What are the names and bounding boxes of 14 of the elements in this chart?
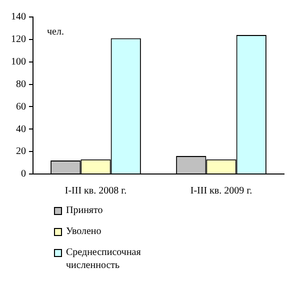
annotation: чел. — [47, 26, 64, 38]
y-tick-label: 100 — [11, 56, 26, 68]
y-tick-label: 80 — [16, 78, 26, 90]
y-tick-label: 120 — [11, 34, 26, 46]
y-tick-label: 20 — [16, 146, 26, 158]
x-tick-label: I-III кв. 2009 г. — [190, 186, 252, 197]
y-tick-label: 40 — [16, 124, 26, 135]
y-tick-label: 140 — [11, 12, 26, 23]
y-tick-label: 0 — [21, 168, 26, 180]
x-tick-label: I-III кв. 2008 г. — [64, 186, 127, 197]
legend-label: Принято — [66, 204, 104, 217]
legend-label: Среднесписочная численность — [66, 246, 142, 272]
legend-label: Уволено — [66, 225, 102, 238]
y-tick-label: 60 — [16, 101, 26, 112]
